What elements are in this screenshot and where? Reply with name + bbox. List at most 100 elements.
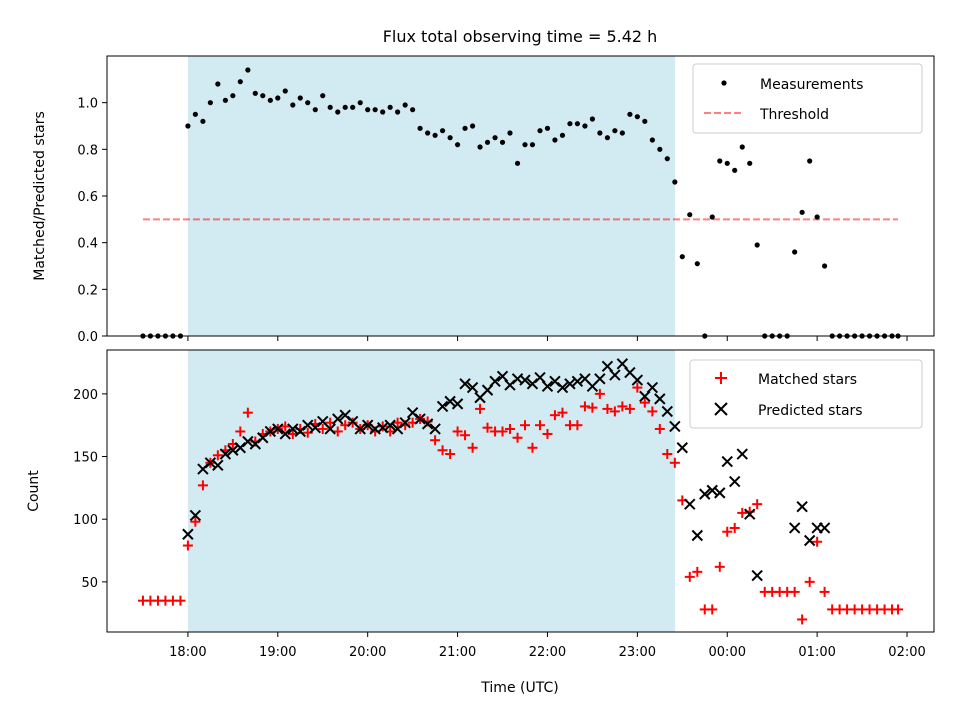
predicted-star-point [466, 381, 479, 394]
predicted-star-point [519, 374, 531, 386]
legend-swatch-measurements [721, 80, 727, 86]
predicted-star-point [706, 484, 718, 497]
measurement-point [747, 160, 753, 166]
x-tick-label: 19:00 [259, 645, 296, 660]
predicted-star-point [227, 444, 239, 456]
measurement-point [739, 144, 745, 150]
matched-star-point [804, 576, 815, 587]
matched-star-point [497, 426, 508, 437]
matched-star-point [572, 420, 583, 431]
measurement-point [372, 107, 378, 113]
measurement-point [732, 167, 738, 173]
measurement-point [694, 261, 700, 267]
measurement-point [537, 128, 543, 134]
measurement-point [642, 118, 648, 124]
predicted-star-point [788, 522, 801, 534]
measurement-point [290, 102, 296, 108]
matched-star-point [317, 423, 328, 434]
count-panel: 50 100 150 200 18:00 19:00 20:00 21:00 22:00 23:… [26, 349, 935, 696]
y-tick-label: 0.4 [77, 237, 98, 252]
measurement-point [395, 109, 401, 115]
predicted-star-point [803, 534, 816, 547]
measurement-point [342, 104, 348, 110]
predicted-star-point [332, 413, 344, 425]
measurement-point [672, 179, 678, 185]
predicted-star-point [204, 457, 217, 469]
measurement-point [462, 125, 468, 131]
measurement-point [252, 90, 258, 96]
predicted-star-point [451, 398, 464, 410]
matched-star-point [332, 426, 343, 437]
predicted-star-point [669, 420, 681, 433]
measurement-point [627, 111, 633, 117]
predicted-star-point [684, 498, 696, 510]
measurement-point [387, 104, 393, 110]
time-axis-label: Time (UTC) [480, 680, 558, 696]
predicted-star-point [459, 378, 471, 390]
predicted-star-point [354, 423, 366, 435]
matched-star-point [557, 407, 568, 418]
measurement-point [439, 128, 446, 134]
measurement-point [709, 214, 715, 220]
measurement-point [410, 107, 416, 113]
measurement-point [792, 249, 798, 255]
matched-star-point [617, 401, 628, 412]
matched-star-point [632, 382, 643, 393]
predicted-star-point [564, 378, 576, 390]
legend-label-measurements: Measurements [760, 77, 863, 93]
predicted-star-point [556, 381, 569, 394]
measurement-point [469, 123, 476, 129]
matched-star-point [445, 449, 456, 460]
predicted-star-point [324, 423, 336, 435]
legend-label-threshold: Threshold [759, 107, 829, 123]
measurement-point [222, 97, 228, 103]
predicted-star-point [721, 455, 733, 468]
predicted-star-point [631, 374, 644, 386]
x-tick-label: 00:00 [709, 645, 746, 660]
measurement-point [260, 93, 266, 99]
predicted-star-point [189, 509, 202, 522]
measurement-point [807, 158, 813, 164]
measurement-point [814, 214, 820, 220]
matched-star-point [467, 442, 478, 453]
measurement-point [657, 146, 663, 152]
y-tick-label: 0.8 [77, 143, 98, 158]
measurement-point [634, 114, 640, 120]
matched-star-point [535, 420, 546, 431]
predicted-star-point [272, 423, 284, 435]
predicted-star-point [219, 448, 232, 460]
legend-swatch-matched [715, 372, 727, 384]
matched-star-point [602, 403, 613, 414]
measurement-point [589, 116, 596, 122]
predicted-star-point [414, 413, 426, 425]
y-tick-label: 0.6 [77, 190, 98, 205]
matched-star-point [639, 397, 650, 408]
ratio-axis-label: Matched/Predicted stars [32, 111, 48, 281]
matched-star-point [549, 410, 560, 421]
matched-star-point [280, 421, 291, 432]
predicted-star-point [736, 448, 748, 460]
matched-star-point [519, 420, 530, 431]
matched-star-point [452, 426, 463, 437]
measurement-point [230, 93, 236, 99]
measurement-point [552, 137, 558, 143]
measurement-point [275, 95, 281, 101]
matched-star-point [752, 499, 763, 510]
x-tick-label: 20:00 [349, 645, 386, 660]
measurement-point [297, 95, 303, 101]
x-axis-ticks-bottom: 18:00 19:00 20:00 21:00 22:00 23:00 00:00 01:00… [169, 632, 926, 660]
measurement-point [417, 125, 423, 131]
measurement-point [649, 137, 655, 143]
legend-frame-bottom [689, 359, 923, 429]
x-tick-label: 18:00 [169, 645, 206, 660]
measurement-point [380, 109, 386, 115]
predicted-star-point [264, 425, 277, 438]
matched-star-point [707, 604, 718, 615]
measurement-point [200, 118, 206, 124]
predicted-star-point [609, 369, 621, 381]
x-tick-label: 22:00 [529, 645, 566, 660]
x-tick-label: 23:00 [619, 645, 656, 660]
y-tick-label: 0.0 [77, 330, 98, 345]
predicted-star-point [287, 423, 299, 435]
predicted-star-point [429, 423, 441, 435]
